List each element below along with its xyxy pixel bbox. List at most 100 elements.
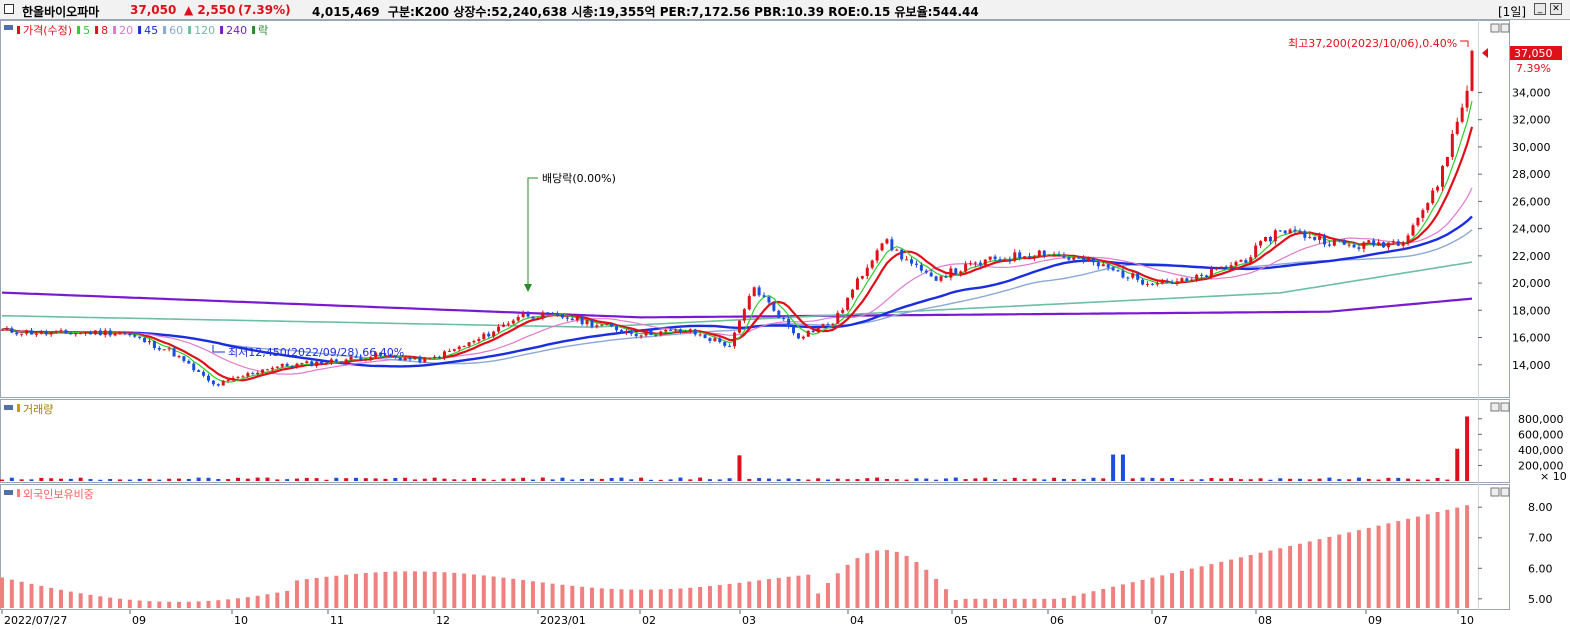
candle-body bbox=[782, 318, 786, 320]
candle-body bbox=[634, 333, 638, 337]
volume-bar bbox=[137, 478, 142, 481]
foreign-ratio-bar bbox=[1081, 593, 1086, 608]
legend-ma-60: 60 bbox=[169, 24, 183, 37]
period-selector[interactable]: [1일] bbox=[1498, 5, 1527, 19]
candle-body bbox=[25, 330, 29, 334]
foreign-ratio-bar bbox=[1455, 507, 1460, 608]
foreign-ratio-bar bbox=[157, 601, 162, 608]
candle-body bbox=[767, 296, 771, 303]
foreign-ratio-bar bbox=[1317, 539, 1322, 608]
volume-bar bbox=[521, 477, 526, 481]
panel-close-icon[interactable] bbox=[1500, 23, 1510, 33]
foreign-ratio-bar bbox=[78, 593, 83, 608]
candle-body bbox=[388, 355, 392, 357]
foreign-ratio-bar bbox=[1140, 579, 1145, 608]
candle-body bbox=[1180, 278, 1184, 282]
candle-body bbox=[821, 324, 825, 328]
volume-bar bbox=[747, 478, 752, 481]
candle-body bbox=[905, 259, 909, 261]
foreign-ratio-bar bbox=[875, 550, 880, 608]
candle-body bbox=[1470, 50, 1474, 91]
foreign-ratio-bar bbox=[658, 589, 663, 608]
candle-body bbox=[497, 326, 501, 332]
volume-bar bbox=[855, 479, 860, 481]
candle-body bbox=[1096, 262, 1100, 267]
foreign-ratio-bar bbox=[344, 574, 349, 608]
volume-bar bbox=[501, 478, 506, 481]
volume-bar bbox=[865, 478, 870, 481]
candle-body bbox=[1087, 258, 1091, 262]
foreign-ratio-bar bbox=[1189, 568, 1194, 608]
panel-maximize-icon[interactable] bbox=[1490, 402, 1500, 412]
candle-body bbox=[157, 347, 161, 350]
candle-body bbox=[816, 327, 820, 332]
candle-body bbox=[654, 334, 658, 336]
candle-body bbox=[226, 379, 230, 381]
foreign-ratio-bar bbox=[1307, 541, 1312, 608]
volume-bar bbox=[816, 478, 821, 481]
price-axis-label: 18,000 bbox=[1512, 304, 1551, 317]
stock-name[interactable]: 한올바이오파마 bbox=[22, 5, 100, 19]
panel-menu-icon[interactable] bbox=[4, 25, 13, 30]
volume-bar bbox=[1160, 478, 1165, 481]
foreign-ratio-bar bbox=[766, 579, 771, 608]
candle-body bbox=[536, 318, 540, 320]
panel-close-icon[interactable] bbox=[1500, 402, 1510, 412]
volume-bar bbox=[658, 479, 663, 481]
candle-body bbox=[1460, 107, 1464, 122]
foreign-ratio-bar bbox=[806, 574, 811, 608]
candle-body bbox=[841, 309, 845, 313]
candle-body bbox=[197, 370, 201, 372]
candle-body bbox=[447, 350, 451, 352]
foreign-ratio-bar bbox=[1160, 575, 1165, 608]
price-axis-label: 24,000 bbox=[1512, 223, 1551, 236]
candle-body bbox=[1057, 254, 1061, 256]
foreign-ratio-bar bbox=[865, 553, 870, 608]
close-icon[interactable]: ✕ bbox=[1550, 3, 1562, 15]
foreign-ratio-bar bbox=[580, 586, 585, 608]
panel-maximize-icon[interactable] bbox=[1490, 23, 1500, 33]
legend-ma-120: 120 bbox=[194, 24, 215, 37]
candle-body bbox=[364, 359, 368, 361]
volume-bar bbox=[1081, 478, 1086, 481]
panel-menu-icon[interactable] bbox=[4, 490, 13, 495]
candle-body bbox=[1185, 278, 1189, 281]
candle-body bbox=[610, 323, 614, 327]
candle-body bbox=[1106, 264, 1110, 268]
candle-body bbox=[324, 362, 328, 365]
candle-body bbox=[1175, 281, 1179, 284]
volume-bar bbox=[1002, 479, 1007, 481]
foreign-ratio-bar bbox=[953, 599, 958, 608]
minimize-icon[interactable]: _ bbox=[1534, 3, 1546, 15]
foreign-ratio-bar bbox=[894, 551, 899, 608]
candle-body bbox=[1190, 279, 1194, 281]
select-checkbox[interactable] bbox=[4, 4, 14, 14]
candle-body bbox=[1224, 266, 1228, 268]
foreign-ratio-bar bbox=[609, 588, 614, 608]
candle-body bbox=[457, 346, 461, 350]
foreign-ratio-bar bbox=[589, 587, 594, 608]
candle-body bbox=[329, 359, 333, 363]
panel-close-icon[interactable] bbox=[1500, 487, 1510, 497]
panel-maximize-icon[interactable] bbox=[1490, 487, 1500, 497]
panel-menu-icon[interactable] bbox=[4, 405, 13, 410]
foreign-ratio-bar bbox=[1111, 586, 1116, 608]
candle-body bbox=[487, 333, 491, 337]
candle-body bbox=[1052, 254, 1056, 256]
candle-body bbox=[964, 264, 968, 272]
candle-body bbox=[1431, 190, 1435, 204]
candle-body bbox=[737, 320, 741, 333]
price-axis-label: 30,000 bbox=[1512, 141, 1551, 154]
stock-chart[interactable]: 34,000 32,000 30,000 28,000 26,000 24,000 22,0… bbox=[0, 20, 1570, 629]
volume-bar bbox=[1288, 478, 1293, 481]
current-price: 37,050 bbox=[130, 3, 177, 17]
candle-body bbox=[1165, 281, 1169, 283]
foreign-ratio-bar bbox=[934, 578, 939, 608]
candle-body bbox=[506, 323, 510, 325]
volume-bar bbox=[265, 477, 270, 481]
foreign-ratio-bar bbox=[904, 555, 909, 608]
volume-bar bbox=[68, 478, 73, 481]
candle-body bbox=[49, 332, 53, 335]
volume-bar bbox=[688, 479, 693, 481]
candle-body bbox=[836, 312, 840, 324]
